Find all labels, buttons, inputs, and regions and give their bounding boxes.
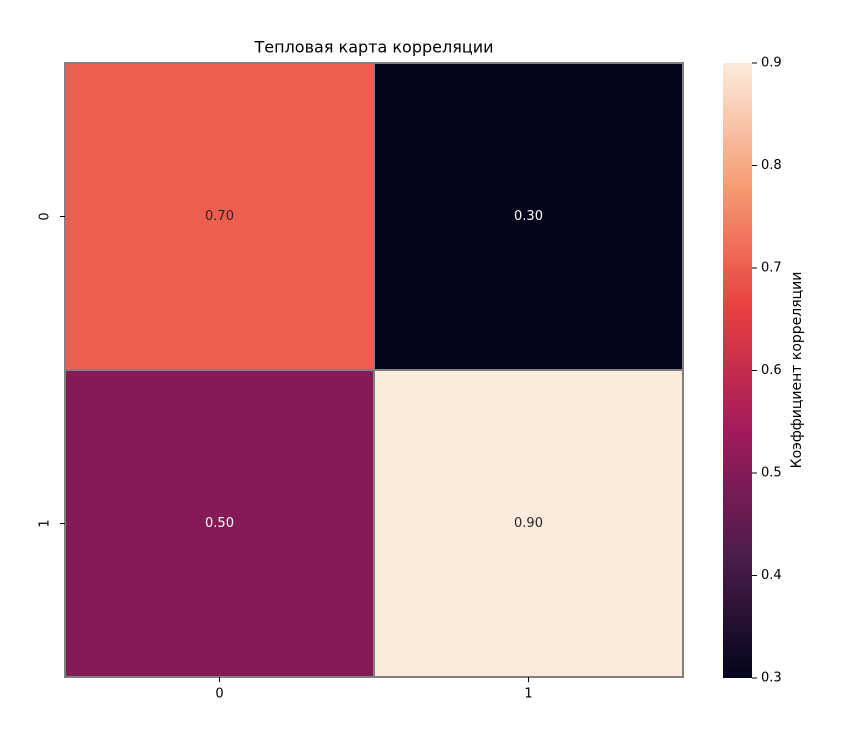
colorbar-tick-label: 0.9 [761,56,782,71]
cell-label: 0.30 [514,209,543,224]
heatmap-cell [373,369,684,678]
x-tick-label: 0 [215,687,223,702]
colorbar-tick-label: 0.8 [761,158,782,173]
y-tick-label: 0 [38,212,53,220]
y-tick-label: 1 [38,519,53,527]
cell-label: 0.50 [205,516,234,531]
colorbar-tick-label: 0.6 [761,363,782,378]
colorbar-tick-label: 0.5 [761,466,782,481]
chart-title: Тепловая карта корреляции [253,38,493,57]
heatmap-cell [64,369,375,678]
heatmap-cell [64,62,375,371]
cell-label: 0.90 [514,516,543,531]
colorbar-tick-label: 0.7 [761,261,782,276]
colorbar-tick-label: 0.3 [761,671,782,686]
colorbar-tick-label: 0.4 [761,568,782,583]
colorbar [723,63,752,678]
cell-label: 0.70 [205,209,234,224]
x-tick-label: 1 [524,687,532,702]
colorbar-label: Коэффициент корреляции [789,272,805,469]
heatmap-cell [373,62,684,371]
